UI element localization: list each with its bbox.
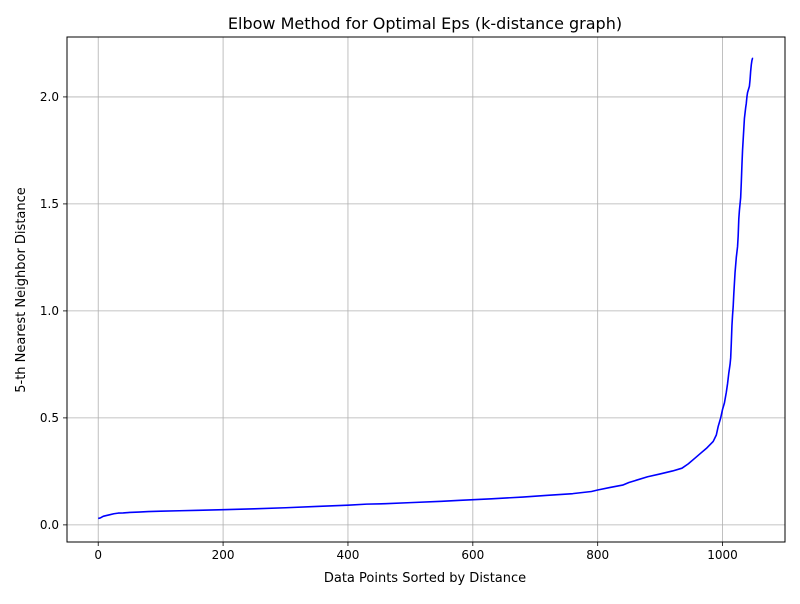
x-tick-label: 800: [586, 548, 609, 562]
y-tick-label: 0.0: [40, 518, 59, 532]
grid-layer: [67, 37, 785, 542]
x-axis-label: Data Points Sorted by Distance: [324, 571, 526, 586]
y-tick-label: 0.5: [40, 411, 59, 425]
x-tick-label: 600: [461, 548, 484, 562]
y-axis-label: 5-th Nearest Neighbor Distance: [14, 187, 29, 393]
y-tick-label: 2.0: [40, 90, 59, 104]
x-tick-label: 400: [337, 548, 360, 562]
x-tick-label: 200: [212, 548, 235, 562]
tick-layer: 0 200 400 600 800 1000 0.0 0.5 1.0 1.5 2.0: [40, 90, 738, 562]
plot-frame: [66, 36, 786, 543]
line-layer: [98, 57, 754, 520]
x-tick-label: 0: [94, 548, 102, 562]
y-tick-label: 1.5: [40, 197, 59, 211]
x-tick-label: 1000: [707, 548, 738, 562]
chart-title: Elbow Method for Optimal Eps (k-distance…: [228, 14, 622, 33]
y-tick-label: 1.0: [40, 304, 59, 318]
series-line: [98, 57, 754, 520]
